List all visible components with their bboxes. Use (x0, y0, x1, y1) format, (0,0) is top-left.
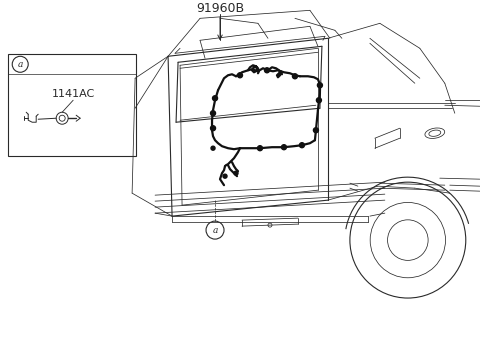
Circle shape (316, 98, 322, 103)
Circle shape (223, 174, 227, 178)
Circle shape (213, 96, 217, 101)
Circle shape (300, 143, 304, 148)
Circle shape (211, 146, 215, 150)
Text: 1141AC: 1141AC (51, 89, 95, 99)
Circle shape (211, 126, 216, 131)
Text: a: a (212, 226, 218, 235)
Text: 91960B: 91960B (196, 2, 244, 15)
Circle shape (257, 146, 263, 151)
Bar (8, 54, 136, 156)
Circle shape (211, 111, 216, 116)
Text: a: a (18, 60, 23, 69)
Circle shape (292, 74, 298, 79)
Circle shape (317, 83, 323, 88)
Circle shape (281, 145, 287, 150)
Circle shape (264, 68, 269, 73)
Circle shape (238, 73, 242, 78)
Circle shape (234, 171, 238, 175)
Circle shape (313, 128, 318, 133)
